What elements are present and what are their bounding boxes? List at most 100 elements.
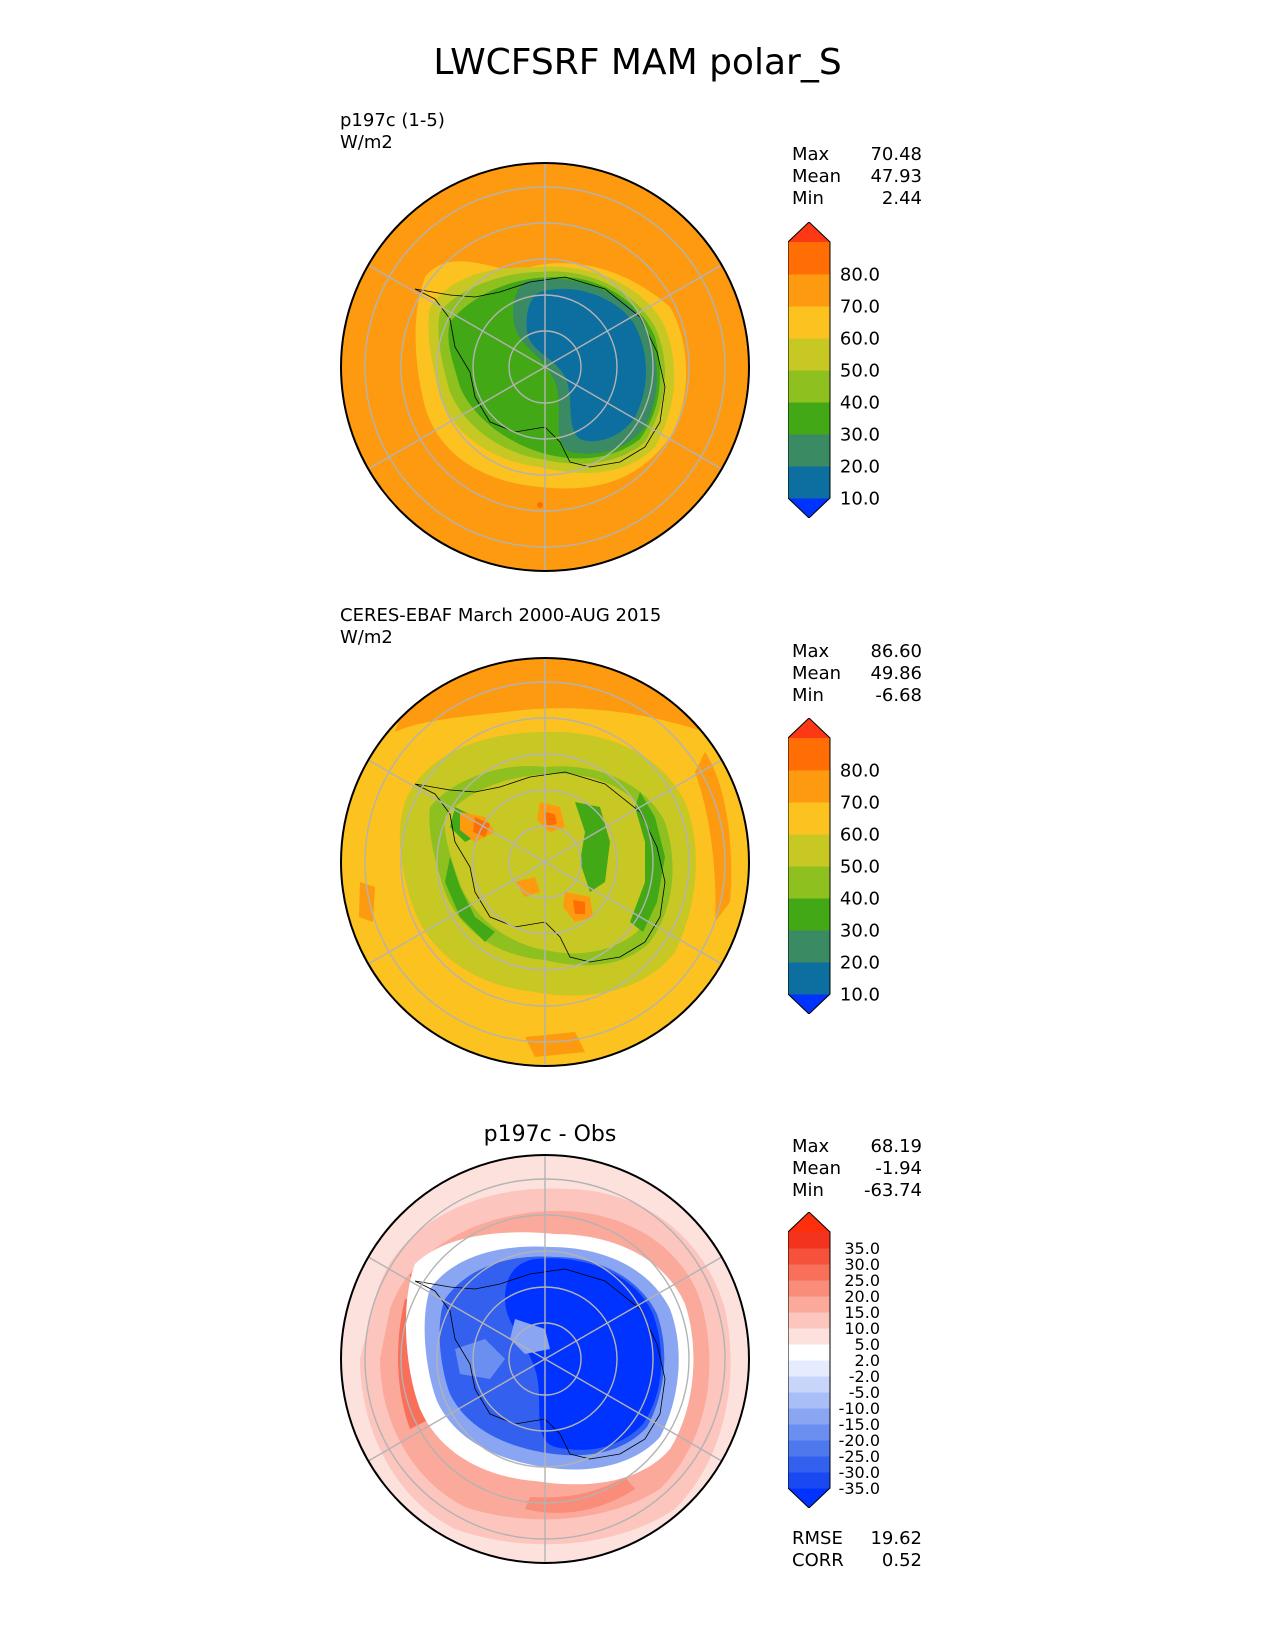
colorbar-outline (788, 718, 831, 1014)
colorbar-swatch (788, 866, 830, 899)
colorbar-tick-label: 50.0 (840, 360, 880, 381)
panel-1-plateau (526, 288, 647, 442)
colorbar-swatch (788, 402, 830, 435)
colorbar-outline (788, 1212, 831, 1508)
colorbar-swatch (788, 1472, 830, 1489)
colorbar-swatch (788, 738, 830, 771)
colorbar-extend-high (788, 718, 830, 738)
colorbar-tick-label: 70.0 (840, 296, 880, 317)
colorbar-tick-label: 20.0 (840, 456, 880, 477)
colorbar-tick-label: -35.0 (839, 1479, 880, 1498)
colorbar-tick-label: 20.0 (840, 952, 880, 973)
colorbar-swatch (788, 1328, 830, 1345)
colorbar-swatch (788, 1376, 830, 1393)
colorbar-swatch (788, 1360, 830, 1377)
colorbar-swatch (788, 466, 830, 499)
panel-1-title: p197c (1-5) W/m2 (340, 110, 445, 154)
colorbar-swatch (788, 370, 830, 403)
colorbar-swatch (788, 962, 830, 995)
stat-corr: CORR 0.52 (792, 1550, 922, 1571)
colorbar-swatch (788, 274, 830, 307)
panel-1-units: W/m2 (340, 132, 393, 153)
colorbar-tick-label: 35.0 (844, 1239, 880, 1258)
colorbar-extend-low (788, 498, 830, 518)
colorbar-tick-label: 40.0 (840, 888, 880, 909)
colorbar-tick-label: 10.0 (840, 488, 880, 509)
panel-3-plateau (505, 1258, 662, 1450)
panel-2-graticule (364, 658, 726, 1066)
colorbar-swatch (788, 802, 830, 835)
colorbar-extend-high (788, 222, 830, 242)
panel-1-colorbar: 80.070.060.050.040.030.020.010.00.0 (788, 222, 880, 518)
colorbar-swatch (788, 770, 830, 803)
colorbar-swatch (788, 242, 830, 275)
colorbar-swatch (788, 1440, 830, 1457)
colorbar-swatch (788, 1280, 830, 1297)
stat-rmse: RMSE 19.62 (792, 1528, 922, 1549)
panel-2-continent (444, 773, 658, 954)
panel-2-title-line-1: CERES-EBAF March 2000-AUG 2015 (340, 605, 662, 626)
colorbar-swatch (788, 898, 830, 931)
colorbar-swatch (788, 1312, 830, 1329)
colorbar-tick-label: -15.0 (839, 1415, 880, 1434)
panel-2-stats: Max 86.60 Mean 49.86 Min -6.68 (792, 641, 922, 707)
colorbar-tick-label: 25.0 (844, 1271, 880, 1290)
colorbar-tick-label: 10.0 (840, 984, 880, 1005)
colorbar-tick-label: 50.0 (840, 856, 880, 877)
colorbar-extend-low (788, 994, 830, 1014)
colorbar-tick-label: -25.0 (839, 1447, 880, 1466)
stat-max: Max 70.48 (792, 144, 922, 165)
stat-min: Min -6.68 (792, 685, 922, 706)
colorbar-tick-label: 5.0 (855, 1335, 880, 1354)
colorbar-swatch (788, 1392, 830, 1409)
colorbar-swatch (788, 1344, 830, 1361)
colorbar-tick-label: 30.0 (840, 920, 880, 941)
colorbar-tick-label: 80.0 (840, 264, 880, 285)
colorbar-tick-label: 30.0 (840, 424, 880, 445)
stat-min: Min -63.74 (792, 1180, 922, 1201)
panel-3-map (340, 1154, 750, 1564)
panel-3-title: p197c - Obs (483, 1122, 617, 1147)
colorbar-swatch (788, 1456, 830, 1473)
stat-max: Max 68.19 (792, 1136, 922, 1157)
colorbar-swatch (788, 338, 830, 371)
colorbar-tick-label: 60.0 (840, 328, 880, 349)
colorbar-outline (788, 222, 831, 518)
colorbar-swatch (788, 434, 830, 467)
panel-1-title-line-1: p197c (1-5) (340, 110, 445, 131)
panel-3-graticule (364, 1155, 726, 1563)
colorbar-tick-label: 60.0 (840, 824, 880, 845)
colorbar-tick-label: -20.0 (839, 1431, 880, 1450)
panel-1-graticule (364, 163, 726, 571)
panel-2-colorbar: 80.070.060.050.040.030.020.010.00.0 (788, 718, 880, 1014)
colorbar-tick-label: 30.0 (844, 1255, 880, 1274)
panel-1-map (340, 162, 750, 572)
panel-2-units: W/m2 (340, 627, 393, 648)
panel-1-stats: Max 70.48 Mean 47.93 Min 2.44 (792, 144, 922, 210)
colorbar-tick-label: -2.0 (849, 1367, 880, 1386)
colorbar-tick-label: 80.0 (840, 760, 880, 781)
colorbar-tick-label: -10.0 (839, 1399, 880, 1418)
colorbar-tick-label: 2.0 (855, 1351, 880, 1370)
colorbar-tick-label: 40.0 (840, 392, 880, 413)
colorbar-extend-high (788, 1212, 830, 1232)
colorbar-swatch (788, 1296, 830, 1313)
figure-title: LWCFSRF MAM polar_S (433, 42, 842, 83)
colorbar-swatch (788, 1248, 830, 1265)
colorbar-swatch (788, 834, 830, 867)
stat-mean: Mean -1.94 (792, 1158, 922, 1179)
colorbar-swatch (788, 1424, 830, 1441)
colorbar-tick-label: 70.0 (840, 792, 880, 813)
stat-min: Min 2.44 (792, 188, 922, 209)
panel-3-footer-stats: RMSE 19.62 CORR 0.52 (792, 1528, 922, 1572)
stat-mean: Mean 49.86 (792, 663, 922, 684)
stat-mean: Mean 47.93 (792, 166, 922, 187)
colorbar-tick-label: 20.0 (844, 1287, 880, 1306)
colorbar-swatch (788, 930, 830, 963)
panel-3-colorbar: 35.030.025.020.015.010.05.02.0-2.0-5.0-1… (788, 1212, 880, 1508)
panel-3-stats: Max 68.19 Mean -1.94 Min -63.74 (792, 1136, 922, 1202)
colorbar-tick-label: -30.0 (839, 1463, 880, 1482)
colorbar-swatch (788, 1408, 830, 1425)
colorbar-swatch (788, 1264, 830, 1281)
panel-2-map (340, 657, 750, 1067)
